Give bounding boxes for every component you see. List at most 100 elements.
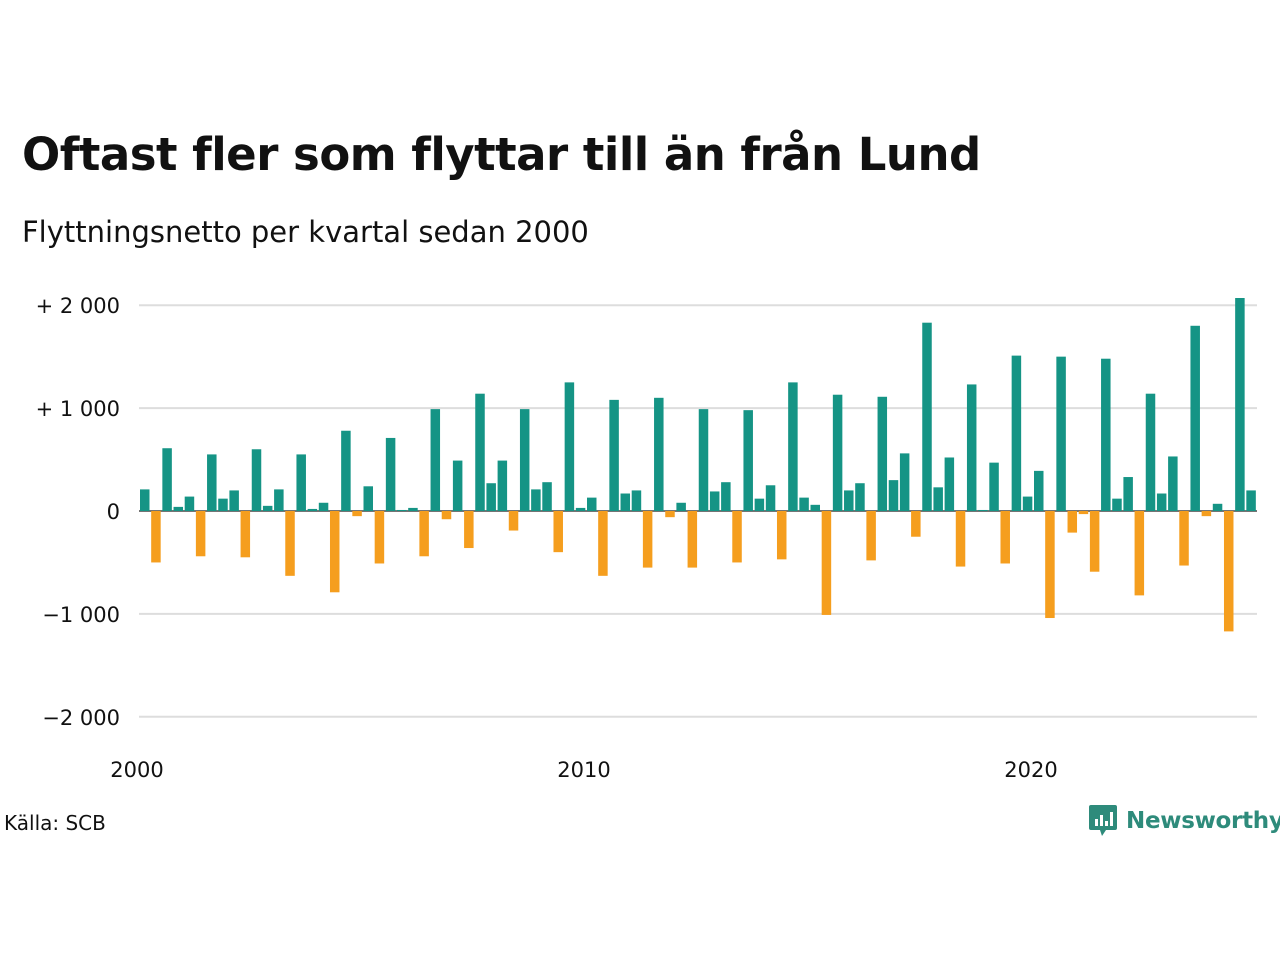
bar-positive: 2023 Q3: 1800 xyxy=(1190,325,1200,511)
bar-positive: 2006 Q1: 30 xyxy=(408,507,418,511)
bar-positive: 2017 Q4: 230 xyxy=(933,487,943,511)
bar-negative: 2023 Q4: -50 xyxy=(1201,511,1212,517)
bar-negative: 2022 Q2: -820 xyxy=(1134,511,1145,596)
bar-negative: 2016 Q2: -480 xyxy=(866,511,876,561)
chart-subtitle: Flyttningsnetto per kvartal sedan 2000 xyxy=(22,215,589,249)
bar-positive: 2009 Q1: 280 xyxy=(542,482,552,511)
bar-chart: 2000 Q1: 2102000 Q2: -5002000 Q3: 610200… xyxy=(36,294,1257,782)
bar-positive: 2010 Q4: 170 xyxy=(620,493,631,511)
bar-positive: 2024 Q3: 2070 xyxy=(1235,298,1245,511)
bar-positive: 2013 Q1: 280 xyxy=(721,482,731,511)
bar-positive: 2007 Q1: 490 xyxy=(452,460,463,511)
bar-positive: 2008 Q4: 210 xyxy=(531,489,541,511)
bar-positive: 2006 Q3: 990 xyxy=(430,409,441,511)
bar-positive: 2023 Q1: 530 xyxy=(1168,456,1178,511)
bar-positive: 2022 Q1: 330 xyxy=(1123,477,1133,511)
bar-positive: 2020 Q3: 1500 xyxy=(1056,356,1066,511)
bar-negative: 2005 Q2: -510 xyxy=(374,511,385,564)
chart-title: Oftast fler som flyttar till än från Lun… xyxy=(22,128,981,181)
bar-positive: 2007 Q4: 270 xyxy=(486,483,496,511)
bar-negative: 2015 Q2: -1010 xyxy=(821,511,832,615)
bar-positive: 2005 Q4: 10 xyxy=(397,509,407,511)
bar-negative: 2011 Q4: -60 xyxy=(665,511,675,518)
bar-negative: 2001 Q2: -440 xyxy=(195,511,206,557)
bar-positive: 2019 Q1: 470 xyxy=(989,462,999,511)
bar-positive: 2000 Q3: 610 xyxy=(162,448,172,511)
bar-negative: 2010 Q2: -630 xyxy=(598,511,608,576)
bar-positive: 2004 Q1: 80 xyxy=(318,502,329,511)
bar-positive: 2015 Q1: 60 xyxy=(810,504,820,511)
bar-negative: 2002 Q2: -450 xyxy=(240,511,251,558)
bar-positive: 2000 Q1: 210 xyxy=(140,489,150,511)
y-axis-tick-labels: + 2 000 + 1 000 0 −1 000 −2 000 xyxy=(36,294,120,730)
bar-positive: 2005 Q3: 710 xyxy=(385,437,396,511)
bar-negative: 2019 Q2: -510 xyxy=(1000,511,1010,564)
bar-positive: 2019 Q3: 1510 xyxy=(1011,355,1022,511)
newsworthy-logo: Newsworthy xyxy=(1088,803,1280,839)
bar-positive: 2002 Q4: 50 xyxy=(262,505,273,511)
y-tick-label: + 2 000 xyxy=(36,294,120,318)
bar-negative: 2006 Q2: -440 xyxy=(419,511,429,557)
y-tick-label: −2 000 xyxy=(42,706,120,730)
bar-positive: 2008 Q3: 990 xyxy=(519,409,530,511)
bar-positive: 2024 Q4: 200 xyxy=(1246,490,1256,511)
bar-negative: 2012 Q2: -550 xyxy=(687,511,698,568)
bar-positive: 2001 Q4: 120 xyxy=(218,498,228,511)
source-note: Källa: SCB xyxy=(4,811,106,835)
gridlines xyxy=(139,304,1257,718)
bar-positive: 2011 Q3: 1100 xyxy=(654,397,664,511)
bar-positive: 2022 Q3: 1140 xyxy=(1145,393,1156,511)
bar-positive: 2013 Q3: 980 xyxy=(743,410,753,511)
bar-negative: 2024 Q2: -1170 xyxy=(1223,511,1234,632)
bar-positive: 2016 Q1: 270 xyxy=(855,483,865,511)
bar-negative: 2004 Q4: -50 xyxy=(352,511,362,517)
bar-negative: 2017 Q2: -250 xyxy=(911,511,921,537)
bar-positive: 2014 Q3: 1250 xyxy=(788,382,798,512)
newsworthy-logo-icon xyxy=(1089,805,1117,836)
bar-positive: 2015 Q4: 200 xyxy=(844,490,854,511)
bar-positive: 2004 Q3: 780 xyxy=(341,430,351,511)
bar-positive: 2017 Q1: 560 xyxy=(899,453,910,511)
bar-positive: 2007 Q3: 1140 xyxy=(475,393,485,511)
bar-positive: 2003 Q1: 210 xyxy=(274,489,284,511)
bar-positive: 2018 Q3: 1230 xyxy=(966,384,977,511)
bar-positive: 2017 Q3: 1830 xyxy=(922,322,932,511)
x-tick-label: 2020 xyxy=(1004,758,1057,782)
bar-positive: 2001 Q3: 550 xyxy=(207,454,217,512)
bar-positive: 2003 Q3: 550 xyxy=(296,454,306,512)
bar-positive: 2021 Q3: 1480 xyxy=(1101,358,1111,511)
bar-positive: 2000 Q4: 40 xyxy=(173,506,184,511)
newsworthy-logo-text: Newsworthy xyxy=(1126,808,1280,834)
bar-negative: 2020 Q2: -1040 xyxy=(1045,511,1055,619)
bar-positive: 2005 Q1: 240 xyxy=(363,486,373,511)
bar-negative: 2023 Q2: -530 xyxy=(1179,511,1189,566)
bar-negative: 2011 Q2: -550 xyxy=(642,511,653,568)
bar-positive: 2009 Q4: 30 xyxy=(575,507,586,511)
bar-positive: 2003 Q4: 20 xyxy=(307,508,318,511)
bar-positive: 2001 Q1: 140 xyxy=(184,496,195,511)
bar-positive: 2024 Q1: 70 xyxy=(1212,503,1223,511)
bar-positive: 2010 Q3: 1080 xyxy=(609,399,619,511)
bar-negative: 2009 Q2: -400 xyxy=(553,511,563,553)
bar-negative: 2021 Q2: -590 xyxy=(1089,511,1100,572)
bar-positive: 2002 Q1: 200 xyxy=(229,490,239,511)
bar-positive: 2012 Q1: 80 xyxy=(676,502,686,511)
bar-negative: 2006 Q4: -80 xyxy=(441,511,452,520)
y-tick-label: −1 000 xyxy=(42,603,120,627)
bars: 2000 Q1: 2102000 Q2: -5002000 Q3: 610200… xyxy=(140,298,1256,632)
y-tick-label: 0 xyxy=(107,500,120,524)
bar-positive: 2008 Q1: 490 xyxy=(497,460,508,511)
bar-positive: 2002 Q3: 600 xyxy=(251,449,262,511)
bar-positive: 2014 Q1: 250 xyxy=(765,485,776,512)
bar-positive: 2009 Q3: 1250 xyxy=(564,382,575,512)
bar-negative: 2014 Q2: -470 xyxy=(776,511,787,560)
x-axis-tick-labels: 2000 2010 2020 xyxy=(110,758,1057,782)
bar-positive: 2018 Q1: 520 xyxy=(944,457,955,511)
bar-negative: 2004 Q2: -790 xyxy=(329,511,340,593)
bar-negative: 2018 Q2: -540 xyxy=(955,511,966,567)
x-tick-label: 2000 xyxy=(110,758,163,782)
bar-positive: 2012 Q3: 990 xyxy=(698,409,709,511)
bar-negative: 2013 Q2: -500 xyxy=(732,511,742,563)
bar-positive: 2020 Q1: 390 xyxy=(1034,470,1044,511)
bar-positive: 2010 Q1: 130 xyxy=(587,497,597,511)
